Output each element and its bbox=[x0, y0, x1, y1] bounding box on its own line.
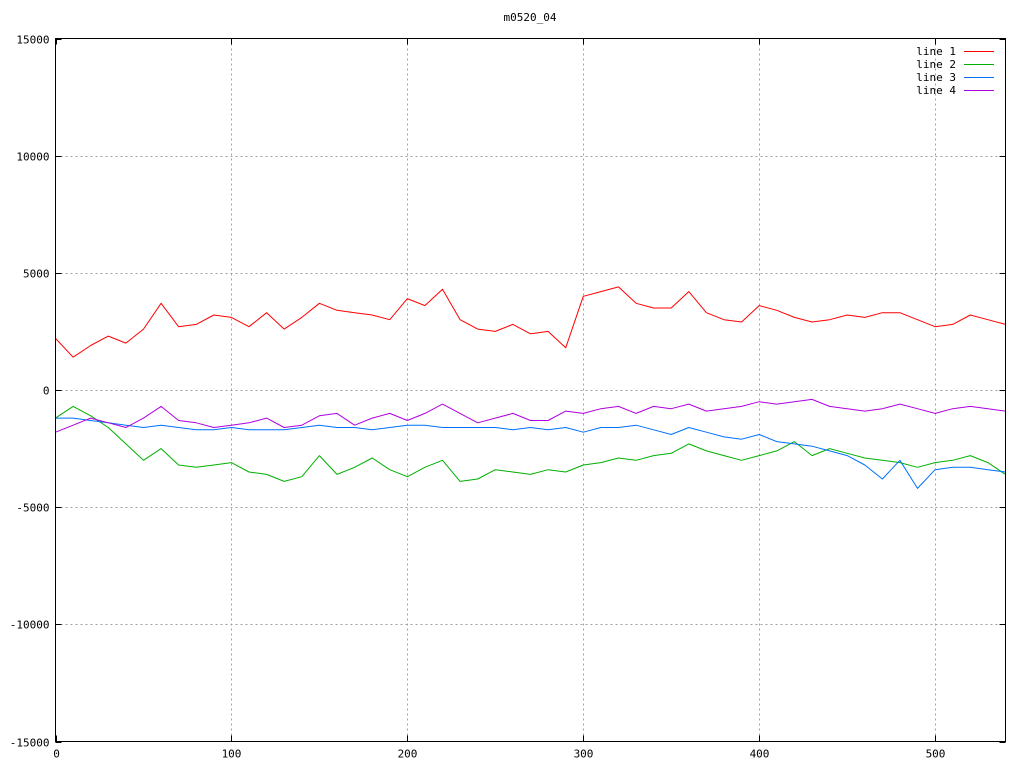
y-tick-label: -10000 bbox=[10, 619, 50, 632]
y-tick-label: 10000 bbox=[16, 151, 49, 164]
legend-label: line 3 bbox=[916, 71, 956, 84]
series-line-2 bbox=[55, 405, 1006, 482]
x-tick-label: 500 bbox=[926, 748, 946, 761]
y-tick-label: 0 bbox=[43, 385, 50, 398]
series-group bbox=[55, 286, 1006, 489]
y-tick-label: 5000 bbox=[23, 268, 50, 281]
x-tick-label: 400 bbox=[750, 748, 770, 761]
series-line-3 bbox=[55, 417, 1006, 489]
legend-label: line 2 bbox=[916, 58, 956, 71]
x-tick-label: 200 bbox=[398, 748, 418, 761]
y-tick-label: 15000 bbox=[16, 34, 49, 47]
x-tick-label: 0 bbox=[53, 748, 60, 761]
y-tick-label: -15000 bbox=[10, 737, 50, 750]
series-line-1 bbox=[55, 286, 1006, 358]
x-tick-label: 100 bbox=[222, 748, 242, 761]
series-line-4 bbox=[55, 398, 1006, 433]
grid bbox=[55, 38, 1006, 742]
legend-label: line 1 bbox=[916, 45, 956, 58]
x-tick-label: 300 bbox=[574, 748, 594, 761]
y-tick-label: -5000 bbox=[16, 502, 49, 515]
chart-title: m0520_04 bbox=[504, 11, 557, 24]
legend-label: line 4 bbox=[916, 84, 956, 97]
axis-ticks: 0 100 200 300 400 500 -15000 -10000 -5000 0 5000 10… bbox=[10, 34, 1006, 761]
